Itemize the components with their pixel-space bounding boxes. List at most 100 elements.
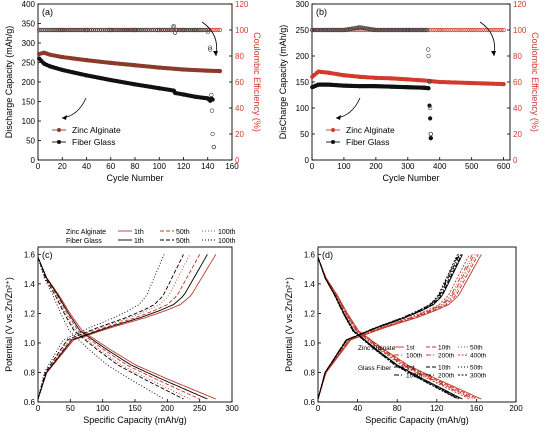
data-point	[389, 76, 394, 81]
legend-marker-a	[57, 128, 61, 132]
data-point	[480, 27, 485, 33]
curve-fiber-glass-1th-c-charge	[37, 254, 208, 400]
data-point	[310, 27, 315, 33]
data-point	[408, 27, 414, 33]
data-point	[373, 84, 378, 89]
x-tick-label-b: 400	[433, 162, 447, 171]
data-point	[171, 24, 176, 29]
data-point	[323, 27, 328, 33]
data-point	[424, 27, 430, 33]
data-point	[310, 85, 315, 90]
data-point	[495, 27, 500, 33]
data-point	[393, 27, 398, 33]
data-point	[316, 82, 321, 87]
y2-tick-label-b: 120	[513, 0, 527, 9]
y-axis-label-c: Potential (V vs.Zn/Zn²⁺)	[4, 277, 14, 372]
legend-label-d: 100th	[406, 373, 423, 380]
data-point	[452, 27, 457, 33]
data-point	[357, 84, 363, 89]
data-point	[172, 30, 178, 35]
legend-marker-b	[331, 140, 335, 144]
data-point	[314, 27, 319, 33]
data-point	[41, 61, 47, 66]
y-tick-label-b: 50	[300, 130, 309, 139]
data-point	[210, 97, 215, 102]
data-point	[205, 29, 211, 35]
data-point	[332, 27, 337, 33]
data-point	[441, 27, 447, 33]
y2-tick-label-a: 20	[235, 130, 244, 139]
data-point	[316, 27, 322, 33]
x-tick-label-a: 80	[131, 162, 140, 171]
y-tick-label-a: 100	[22, 117, 36, 126]
data-point	[405, 85, 410, 90]
data-point	[193, 27, 198, 33]
curve-zinc-alginate-400th-d-charge	[317, 254, 470, 400]
data-point	[397, 27, 402, 33]
data-point	[209, 108, 214, 113]
curve-zinc-alginate-100th-c-discharge	[37, 257, 191, 400]
y-tick-label-b: 200	[296, 52, 310, 61]
series-fiber-glass-ce-b	[310, 25, 433, 137]
data-point	[385, 27, 390, 33]
data-point	[427, 103, 432, 108]
x-tick-label-b: 300	[401, 162, 415, 171]
data-point	[172, 90, 178, 96]
data-point	[357, 25, 363, 30]
data-point	[435, 27, 440, 33]
y-tick-label-a: 350	[22, 20, 36, 29]
data-point	[181, 67, 186, 72]
data-point	[389, 84, 394, 89]
data-point	[448, 27, 453, 33]
y-tick-label-b: 300	[296, 0, 310, 9]
data-point	[373, 75, 378, 80]
data-point	[213, 27, 218, 33]
data-point	[60, 27, 65, 33]
panel-label-b: (b)	[316, 7, 327, 17]
y2-tick-label-b: 20	[513, 130, 522, 139]
data-point	[48, 52, 53, 57]
legend-label-d: 400th	[470, 353, 487, 360]
data-point	[181, 27, 186, 33]
data-point	[390, 27, 395, 33]
data-point	[193, 94, 198, 99]
data-point	[333, 27, 339, 33]
data-point	[312, 27, 318, 33]
data-point	[316, 69, 321, 74]
y-tick-label-a: 150	[22, 98, 36, 107]
data-point	[326, 27, 331, 33]
data-point	[426, 47, 431, 52]
data-point	[459, 27, 464, 33]
legend-label-c: 50th	[176, 229, 190, 236]
data-point	[310, 74, 315, 79]
data-point	[217, 68, 222, 74]
data-point	[395, 27, 400, 33]
legend-group-label-c: Zinc Alginate	[66, 229, 106, 236]
annotation-arrowhead-b	[491, 51, 496, 56]
y-tick-label-d: 0.8	[304, 368, 316, 377]
data-point	[469, 27, 474, 33]
data-point	[311, 27, 316, 33]
data-point	[469, 80, 474, 86]
annotation-arrow-b	[335, 97, 361, 119]
data-point	[181, 92, 186, 97]
y2-tick-label-a: 100	[235, 26, 249, 35]
panel-label-a: (a)	[42, 7, 53, 17]
data-point	[60, 54, 65, 60]
x-tick-label-d: 200	[509, 404, 523, 413]
data-point	[174, 27, 179, 33]
data-point	[463, 27, 468, 33]
data-point	[486, 27, 491, 33]
x-tick-label-a: 160	[225, 162, 239, 171]
curve-zinc-alginate-1th-c-charge	[37, 254, 217, 400]
legend-label-d: 50th	[470, 345, 483, 352]
data-point	[478, 27, 483, 33]
data-point	[325, 70, 331, 75]
y-tick-label-d: 1.2	[304, 309, 316, 318]
data-point	[319, 27, 324, 33]
data-point	[132, 63, 138, 68]
data-point	[426, 86, 431, 91]
x-tick-label-d: 120	[430, 404, 444, 413]
data-point	[399, 27, 404, 33]
